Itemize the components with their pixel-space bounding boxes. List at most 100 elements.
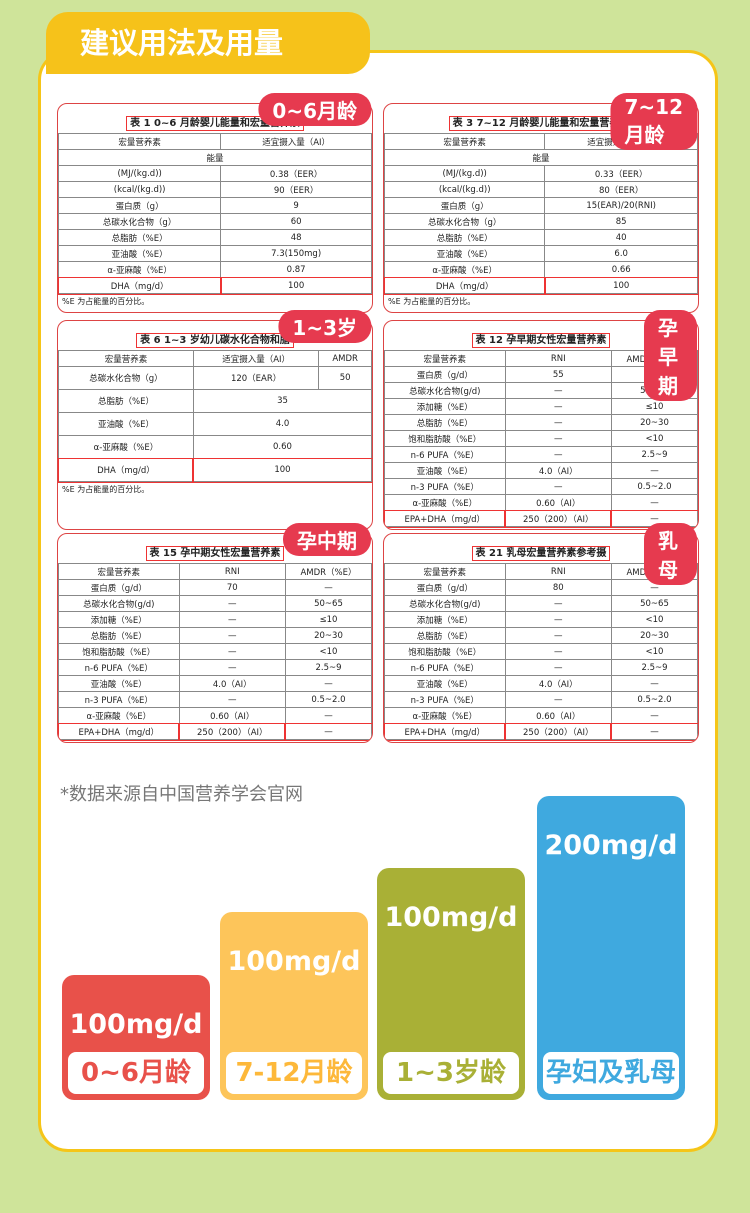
cell: 0.87 <box>220 261 372 278</box>
dosage-label: 1~3岁龄 <box>383 1052 519 1094</box>
caption-text: 表 21 乳母宏量营养素参考摄 <box>471 546 611 561</box>
caption-text: 表 15 孕中期女性宏量营养素 <box>145 546 285 561</box>
cell: — <box>504 446 612 463</box>
cell: — <box>504 643 612 660</box>
table-tag: 0~6月龄 <box>258 93 371 126</box>
cell: 250（200）（AI） <box>504 509 613 528</box>
caption-text: 表 12 孕早期女性宏量营养素 <box>471 333 611 348</box>
row: EPA+DHA（mg/d） 250（200）（AI） — <box>58 722 372 741</box>
row: 饱和脂肪酸（%E） — <10 <box>384 643 698 660</box>
cell: — <box>504 691 612 708</box>
cell: 总碳水化合物（g） <box>58 366 194 390</box>
cell: α-亚麻酸（%E） <box>58 435 194 459</box>
cell: ≤10 <box>610 398 698 415</box>
cell: — <box>504 595 612 612</box>
cell: 100 <box>219 276 372 295</box>
header-row: 宏量营养素适宜摄入量（AI） <box>58 133 372 150</box>
dosage-value: 100mg/d <box>227 946 361 977</box>
cell: <10 <box>610 611 698 628</box>
cell: — <box>178 691 286 708</box>
table-caption: 表 6 1~3 岁幼儿碳水化合物和脂 <box>58 321 372 350</box>
cell: n-3 PUFA（%E） <box>384 478 506 495</box>
caption-text: 表 6 1~3 岁幼儿碳水化合物和脂 <box>136 333 294 348</box>
cell: 蛋白质（g/d） <box>384 579 506 596</box>
cell: 总脂肪（%E） <box>58 229 222 246</box>
cell: 0.5~2.0 <box>610 691 698 708</box>
cell: DHA（mg/d） <box>58 457 195 483</box>
cell: 蛋白质（g/d） <box>384 366 506 383</box>
header-cell: 宏量营养素 <box>58 350 194 367</box>
cell: — <box>284 722 372 741</box>
cell: 总碳水化合物（g） <box>384 213 546 230</box>
table: 宏量营养素 适宜摄入量（AI） AMDR 总碳水化合物（g） 120（EAR） 50 总脂肪… <box>58 350 372 483</box>
cell: 总碳水化合物(g/d) <box>384 382 506 399</box>
cell: 4.0（AI） <box>504 462 612 479</box>
row: n-3 PUFA（%E） —0.5~2.0 <box>384 691 698 708</box>
table-tag: 乳母 <box>644 523 697 585</box>
row: n-3 PUFA（%E） —0.5~2.0 <box>384 478 698 495</box>
row: 总碳水化合物(g/d)—50~65 <box>58 595 372 612</box>
cell: — <box>284 579 372 596</box>
row: 蛋白质（g） 15(EAR)/20(RNI) <box>384 197 698 214</box>
table-note: %E 为占能量的百分比。 <box>62 485 150 494</box>
cell: — <box>504 414 612 431</box>
row: 总碳水化合物（g） 120（EAR） 50 <box>58 366 372 390</box>
row: α-亚麻酸（%E） 0.60 <box>58 435 372 459</box>
cell: 100 <box>543 276 698 295</box>
cell: 0.60（AI） <box>504 707 612 724</box>
cell: (kcal/(kg.d)) <box>58 181 222 198</box>
table-caption: 表 12 孕早期女性宏量营养素 <box>384 321 698 350</box>
cell: 50 <box>318 366 372 390</box>
row: α-亚麻酸（%E） 0.66 <box>384 261 698 278</box>
cell: α-亚麻酸（%E） <box>384 261 546 278</box>
cell: 2.5~9 <box>610 659 698 676</box>
row: 总碳水化合物（g） 85 <box>384 213 698 230</box>
dosage-label: 0~6月龄 <box>68 1052 204 1094</box>
header-row: 宏量营养素 适宜摄入量（AI） AMDR <box>58 350 372 367</box>
cell: α-亚麻酸（%E） <box>384 707 506 724</box>
row: 添加糖（%E） — ≤10 <box>58 611 372 628</box>
row: 总脂肪（%E） —20~30 <box>58 627 372 644</box>
cell: 能量 <box>384 149 698 166</box>
cell: — <box>504 627 612 644</box>
cell: 总脂肪（%E） <box>384 414 506 431</box>
cell: EPA+DHA（mg/d） <box>58 722 181 741</box>
cell: (MJ/(kg.d)) <box>58 165 222 182</box>
cell: n-3 PUFA（%E） <box>58 691 180 708</box>
cell: n-3 PUFA（%E） <box>384 691 506 708</box>
cell: 饱和脂肪酸（%E） <box>384 643 506 660</box>
cell: 0.60（AI） <box>504 494 612 511</box>
cell: 50~65 <box>610 595 698 612</box>
cell: α-亚麻酸（%E） <box>58 261 222 278</box>
cell: EPA+DHA（mg/d） <box>384 722 507 741</box>
row: (kcal/(kg.d)) 90（EER） <box>58 181 372 198</box>
cell: 20~30 <box>284 627 372 644</box>
cell: — <box>610 675 698 692</box>
source-note: *数据来源自中国营养学会官网 <box>60 784 303 805</box>
table-caption: 表 21 乳母宏量营养素参考摄 <box>384 534 698 563</box>
nutrition-table: 表 3 7~12 月龄婴儿能量和宏量营养素宏量营养素适宜摄入量（AI）能量(MJ… <box>383 103 699 313</box>
cell: 总碳水化合物（g） <box>58 213 222 230</box>
cell: 亚油酸（%E） <box>58 245 222 262</box>
table-caption: 表 3 7~12 月龄婴儿能量和宏量营养素 <box>384 104 698 133</box>
cell: 饱和脂肪酸（%E） <box>58 643 180 660</box>
cell: 能量 <box>58 149 372 166</box>
cell: 250（200）（AI） <box>178 722 287 741</box>
cell: 9 <box>220 197 372 214</box>
cell: 85 <box>544 213 698 230</box>
header-cell: 适宜摄入量（AI） <box>220 133 372 150</box>
table-tag: 孕早期 <box>644 310 697 401</box>
cell: <10 <box>284 643 372 660</box>
header-cell: 宏量营养素 <box>384 350 506 367</box>
cell: 0.38（EER） <box>220 165 372 182</box>
header-cell: 适宜摄入量（AI） <box>192 350 320 367</box>
dosage-label: 孕妇及乳母 <box>543 1052 679 1094</box>
dosage-value: 100mg/d <box>384 902 518 933</box>
dosage-label: 7-12月龄 <box>226 1052 362 1094</box>
cell: 总脂肪（%E） <box>58 389 194 413</box>
row: 总脂肪（%E） 35 <box>58 389 372 413</box>
cell: 总脂肪（%E） <box>384 627 506 644</box>
cell: 50~65 <box>284 595 372 612</box>
cell: — <box>504 382 612 399</box>
table-caption: 表 1 0~6 月龄婴儿能量和宏量营养素 <box>58 104 372 133</box>
